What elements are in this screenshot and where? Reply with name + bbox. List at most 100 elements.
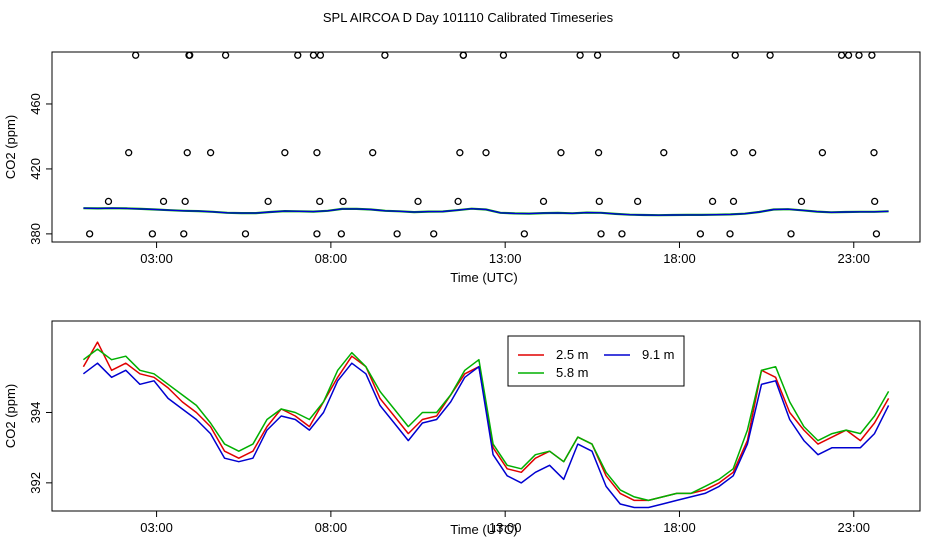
scatter-point (766, 51, 774, 59)
scatter-point (264, 197, 272, 206)
scatter-point (844, 51, 853, 59)
scatter-point (872, 230, 881, 238)
bottom-y-axis-label: CO2 (ppm) (3, 384, 18, 448)
bottom-x-tick-label: 13:00 (489, 520, 522, 535)
scatter-point (393, 230, 401, 238)
bottom-x-tick-label: 18:00 (663, 520, 696, 535)
scatter-point (797, 197, 806, 206)
scatter-point (576, 51, 584, 59)
scatter-point (181, 197, 189, 206)
top-x-tick-label: 18:00 (663, 251, 696, 266)
scatter-point (871, 197, 879, 206)
series-line-9-1-m (82, 362, 890, 509)
scatter-point (660, 149, 668, 157)
scatter-point (294, 51, 302, 59)
top-x-tick-label: 23:00 (837, 251, 870, 266)
plot-frame-top (51, 51, 921, 243)
scatter-point (787, 230, 795, 238)
scatter-point (104, 197, 113, 206)
scatter-point (837, 51, 846, 59)
scatter-point (593, 51, 602, 59)
scatter-point (595, 197, 603, 206)
scatter-point (221, 51, 230, 59)
scatter-point (633, 197, 642, 206)
scatter-point (868, 51, 876, 59)
scatter-point (316, 51, 325, 59)
bottom-y-ticks: 392 394 (28, 402, 52, 494)
scatter-point (482, 149, 490, 157)
scatter-point (180, 230, 188, 238)
scatter-point (731, 51, 739, 59)
legend-label-9-1m: 9.1 m (642, 347, 675, 362)
scatter-point (618, 230, 626, 238)
scatter-point (696, 230, 705, 238)
top-y-tick-label: 380 (28, 223, 43, 245)
top-x-tick-label: 13:00 (489, 251, 522, 266)
top-x-axis-label: Time (UTC) (450, 270, 517, 285)
scatter-point (313, 230, 321, 238)
panel-top: 03:00 08:00 13:00 18:00 23:00 380 420 460 Time… (3, 51, 921, 285)
scatter-point (749, 149, 757, 157)
scatter-point (281, 149, 289, 157)
scatter-point (818, 149, 827, 157)
top-x-tick-label: 08:00 (315, 251, 348, 266)
scatter-point (339, 197, 347, 206)
scatter-point (183, 149, 191, 157)
scatter-point (206, 149, 215, 157)
scatter-point (459, 51, 467, 59)
top-y-tick-label: 460 (28, 93, 43, 115)
top-series-line (83, 207, 889, 216)
scatter-point (148, 230, 157, 238)
scatter-point (520, 230, 528, 238)
plot-frame-bottom (51, 320, 921, 512)
scatter-point (186, 51, 194, 59)
scatter-point (672, 51, 680, 59)
legend-label-5-8m: 5.8 m (556, 365, 589, 380)
legend: 2.5 m 5.8 m 9.1 m (507, 335, 685, 387)
legend-box (507, 335, 685, 387)
top-y-ticks: 380 420 460 (28, 93, 52, 245)
scatter-point (414, 197, 422, 206)
scatter-point (430, 230, 438, 238)
scatter-point (594, 149, 603, 157)
top-x-ticks: 03:00 08:00 13:00 18:00 23:00 (140, 242, 870, 266)
top-x-tick-label: 03:00 (140, 251, 173, 266)
scatter-point (85, 230, 94, 238)
scatter-point (499, 51, 508, 59)
series-line-2-5-m (82, 341, 890, 502)
scatter-point (855, 51, 863, 59)
bottom-x-tick-label: 03:00 (140, 520, 173, 535)
bottom-x-tick-label: 23:00 (837, 520, 870, 535)
bottom-y-tick-label: 392 (28, 472, 43, 494)
panel-bottom: 03:00 08:00 13:00 18:00 23:00 392 394 Time (U… (3, 320, 921, 537)
top-y-tick-label: 420 (28, 158, 43, 180)
scatter-point (454, 197, 462, 206)
top-marks (83, 51, 889, 238)
scatter-point (309, 51, 318, 59)
top-y-axis-label: CO2 (ppm) (3, 115, 18, 179)
scatter-point (313, 149, 321, 157)
chart-title: SPL AIRCOA D Day 101110 Calibrated Times… (323, 10, 614, 25)
scatter-point (557, 149, 565, 157)
scatter-point (726, 230, 734, 238)
scatter-point (125, 149, 133, 157)
scatter-point (132, 51, 140, 59)
scatter-point (539, 197, 548, 206)
scatter-point (729, 197, 738, 206)
scatter-point (337, 230, 345, 238)
scatter-point (597, 230, 605, 238)
bottom-y-tick-label: 394 (28, 402, 43, 424)
scatter-point (369, 149, 377, 157)
scatter-point (870, 149, 878, 157)
scatter-point (159, 197, 168, 206)
scatter-point (708, 197, 717, 206)
legend-label-2-5m: 2.5 m (556, 347, 589, 362)
bottom-x-axis-label: Time (UTC) (450, 522, 517, 537)
bottom-x-ticks: 03:00 08:00 13:00 18:00 23:00 (140, 511, 870, 535)
scatter-point (381, 51, 389, 59)
scatter-point (730, 149, 738, 157)
bottom-marks (82, 341, 890, 509)
scatter-point (316, 197, 324, 206)
scatter-point (241, 230, 250, 238)
